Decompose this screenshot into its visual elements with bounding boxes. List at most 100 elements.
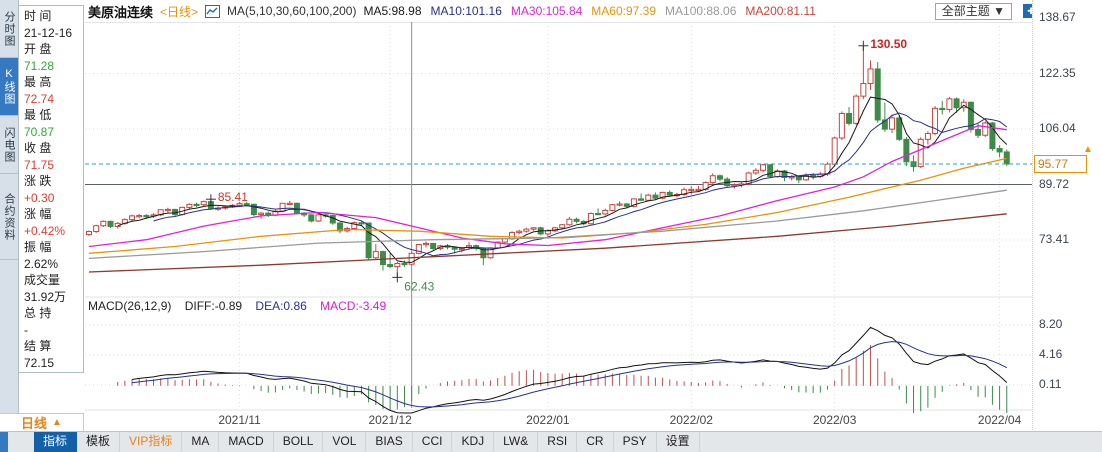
sidebar-tab-分时图[interactable]: 分时图 — [0, 0, 18, 58]
bottom-tab-PSY[interactable]: PSY — [614, 432, 657, 452]
panel-row-label: 成交量 — [24, 273, 61, 287]
bottom-tab-LW&[interactable]: LW& — [494, 432, 539, 452]
bottom-tab-BOLL[interactable]: BOLL — [274, 432, 324, 452]
candle-body — [544, 230, 551, 235]
candle-body — [351, 222, 358, 229]
candle-body — [286, 202, 293, 206]
panel-row-value: 72.74 — [24, 91, 55, 106]
candle-body — [523, 228, 530, 232]
candle-body — [616, 203, 623, 206]
panel-row-value: 21-12-16 — [24, 25, 73, 40]
candle-body — [860, 83, 867, 97]
panel-row-value: 2.62% — [24, 256, 59, 271]
candle-body — [946, 98, 953, 110]
candle-body — [1003, 151, 1010, 165]
candle-body — [136, 215, 143, 218]
candle-body — [573, 218, 580, 222]
bottom-tab-RSI[interactable]: RSI — [538, 432, 578, 452]
sidebar-tab-闪电图[interactable]: 闪电图 — [0, 116, 18, 174]
panel-row-label: 最 高 — [24, 75, 52, 89]
panel-row-label: 收 盘 — [24, 141, 52, 155]
candle-body — [387, 264, 394, 268]
bottom-tab-CR[interactable]: CR — [577, 432, 614, 452]
bottom-tab-KDJ[interactable]: KDJ — [452, 432, 495, 452]
candle-body — [874, 68, 881, 121]
bottom-tab-模板[interactable]: 模板 — [77, 432, 121, 452]
bottom-tab-VIP指标[interactable]: VIP指标 — [120, 432, 183, 452]
dea-line — [131, 341, 1008, 408]
candle-body — [193, 203, 200, 207]
bottom-tab-设置[interactable]: 设置 — [657, 432, 700, 452]
ma-values: MA5:98.98 MA10:101.16 MA30:105.84 MA60:97.3… — [363, 4, 824, 18]
ma-value: MA200:81.11 — [745, 4, 816, 18]
panel-row-value: 72.15 — [24, 355, 55, 370]
candle-body — [480, 248, 487, 259]
bottom-tab-BIAS[interactable]: BIAS — [366, 432, 413, 452]
candle-body — [917, 138, 924, 168]
candle-body — [107, 220, 114, 227]
axis-tick-label: 73.41 — [1039, 232, 1070, 246]
candle-body — [932, 107, 939, 135]
axis-tick-label: 138.67 — [1039, 10, 1076, 24]
candle-body — [853, 95, 860, 124]
ma-value: MA100:88.06 — [665, 4, 737, 18]
candle-body — [759, 164, 766, 171]
theme-dropdown[interactable]: 全部主题 ▼ — [934, 2, 1012, 20]
candle-body — [623, 203, 630, 207]
candle-body — [422, 242, 429, 246]
sidebar-tab-K线图[interactable]: K线图 — [0, 58, 18, 116]
bottom-tab-CCI[interactable]: CCI — [413, 432, 453, 452]
panel-row-value: +0.30 — [24, 190, 55, 205]
panel-row-value: 71.75 — [24, 157, 55, 172]
candle-body — [967, 101, 974, 130]
candle-body — [867, 68, 874, 85]
candle-body — [236, 203, 243, 206]
ma-value: MA10:101.16 — [430, 4, 502, 18]
candle-body — [358, 222, 365, 225]
candle-body — [752, 169, 759, 174]
bottom-tab-指标[interactable]: 指标 — [34, 432, 78, 452]
candle-body — [881, 119, 888, 130]
candle-body — [336, 222, 343, 232]
kline-chart[interactable]: 2021/11 2021/12 2022/01 2022/02 2022/03 2022/… — [85, 22, 1032, 430]
candle-body — [889, 117, 896, 130]
macd-title: MACD(26,12,9) — [88, 299, 172, 313]
candle-body — [903, 138, 910, 163]
period-button-label: 日线 — [21, 416, 48, 431]
candle-body — [645, 194, 652, 201]
panel-row-label: 涨 幅 — [24, 207, 52, 221]
sidebar-tab-合约资料[interactable]: 合约资料 — [0, 174, 18, 260]
axis-tick-label: 0.11 — [1039, 377, 1062, 391]
candle-body — [530, 227, 537, 230]
axis-tick-label: 4.16 — [1039, 346, 1063, 361]
panel-row-label: 振 幅 — [24, 240, 52, 254]
panel-row-value: - — [24, 322, 28, 337]
candle-body — [788, 176, 795, 179]
candle-body — [365, 222, 372, 259]
candle-body — [258, 212, 265, 216]
macd-macd-value: MACD:-3.49 — [320, 299, 387, 313]
axis-tick-label: 8.20 — [1039, 316, 1063, 331]
bottom-tab-MA[interactable]: MA — [182, 432, 220, 452]
symbol-title: 美原油连续 — [88, 4, 154, 20]
candle-body — [279, 202, 286, 212]
candle-body — [372, 251, 379, 259]
candle-body — [695, 188, 702, 192]
period-button[interactable]: 日线 ▲ — [0, 413, 84, 432]
ma5-line — [117, 96, 1008, 263]
panel-row-value: 71.28 — [24, 58, 55, 73]
candle-body — [250, 203, 257, 216]
panel-row-value: +0.42% — [24, 223, 66, 238]
ma-settings: MA(5,10,30,60,100,200) — [227, 4, 357, 18]
left-tab-strip: 分时图 K线图 闪电图 合约资料 — [0, 0, 19, 452]
candle-body — [86, 231, 92, 236]
candle-body — [595, 213, 602, 216]
candle-body — [609, 204, 616, 211]
bottom-tab-VOL[interactable]: VOL — [323, 432, 367, 452]
candle-body — [803, 174, 809, 181]
chart-icon[interactable] — [205, 4, 221, 18]
bottom-tab-MACD[interactable]: MACD — [219, 432, 274, 452]
candle-body — [408, 252, 415, 265]
macd-diff-value: DIFF:-0.89 — [184, 299, 243, 313]
candle-body — [666, 191, 673, 196]
